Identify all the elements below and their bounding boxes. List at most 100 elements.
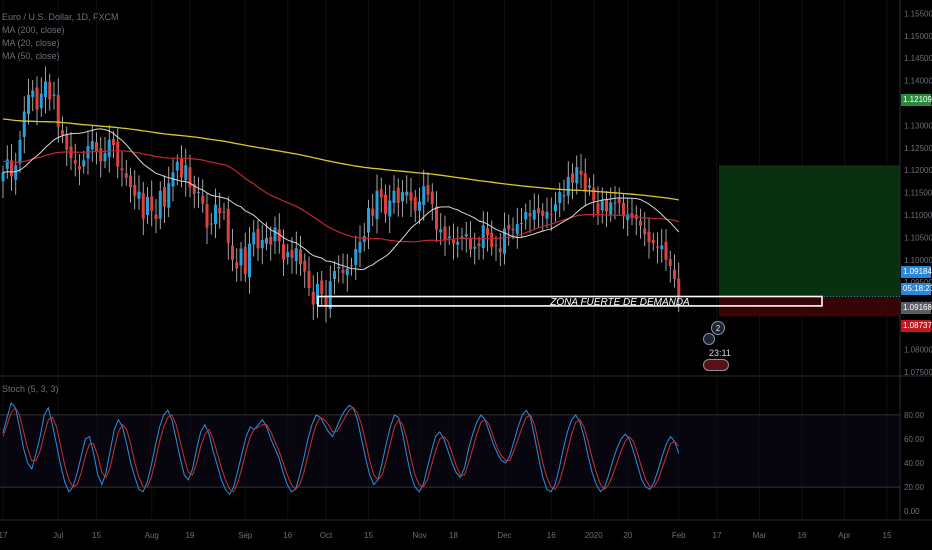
candle[interactable] (120, 168, 124, 171)
candle[interactable] (494, 244, 498, 246)
candle[interactable] (668, 259, 672, 267)
candle[interactable] (277, 229, 281, 242)
candle[interactable] (477, 243, 481, 247)
candle[interactable] (303, 260, 307, 272)
us-flag-icon[interactable] (703, 359, 729, 371)
candle[interactable] (197, 192, 200, 194)
candle[interactable] (39, 93, 43, 109)
candle[interactable] (579, 170, 583, 175)
candle[interactable] (486, 228, 489, 236)
candle[interactable] (528, 212, 532, 217)
candle[interactable] (324, 295, 328, 306)
candle[interactable] (430, 191, 434, 205)
candle[interactable] (107, 139, 111, 157)
candle[interactable] (141, 193, 145, 219)
candle[interactable] (35, 87, 39, 110)
candle[interactable] (341, 269, 345, 274)
candle[interactable] (447, 236, 451, 239)
candle[interactable] (311, 291, 315, 305)
candle[interactable] (260, 240, 264, 249)
candle[interactable] (265, 237, 268, 244)
demand-zone[interactable]: ZONA FUERTE DE DEMANDA (317, 295, 823, 309)
candle[interactable] (150, 196, 154, 211)
candle[interactable] (286, 252, 290, 258)
candle[interactable] (137, 191, 141, 199)
candle[interactable] (116, 141, 120, 167)
candle[interactable] (248, 243, 251, 278)
candle[interactable] (273, 227, 277, 242)
candle[interactable] (622, 202, 625, 217)
candle[interactable] (549, 213, 553, 215)
candle[interactable] (158, 190, 162, 219)
candle[interactable] (413, 197, 417, 211)
candle[interactable] (566, 176, 570, 196)
candle[interactable] (90, 141, 94, 150)
candle[interactable] (626, 214, 630, 220)
candle[interactable] (617, 198, 621, 203)
candle[interactable] (643, 228, 647, 235)
candle[interactable] (320, 280, 324, 295)
candle[interactable] (384, 194, 387, 215)
candle[interactable] (422, 186, 426, 206)
candle[interactable] (337, 266, 341, 269)
candle[interactable] (443, 226, 447, 241)
candle[interactable] (1, 172, 5, 182)
candle[interactable] (367, 207, 370, 233)
candle[interactable] (613, 202, 617, 204)
candle[interactable] (651, 240, 655, 244)
candle[interactable] (507, 225, 511, 230)
candle[interactable] (562, 195, 566, 197)
candle[interactable] (660, 245, 664, 250)
candle[interactable] (345, 268, 349, 276)
candle[interactable] (52, 94, 56, 96)
candle[interactable] (48, 82, 52, 100)
candle[interactable] (14, 165, 18, 180)
candle[interactable] (231, 245, 234, 260)
candle[interactable] (532, 210, 536, 220)
candle[interactable] (609, 202, 613, 215)
candle[interactable] (192, 184, 196, 194)
candle[interactable] (600, 200, 604, 211)
candle[interactable] (583, 173, 587, 191)
candle[interactable] (575, 167, 579, 184)
candle[interactable] (498, 248, 502, 253)
candle[interactable] (605, 198, 608, 212)
candle[interactable] (592, 187, 596, 201)
candle[interactable] (154, 214, 158, 220)
candle[interactable] (22, 111, 26, 137)
candle[interactable] (405, 191, 409, 196)
legend-ma50[interactable]: MA (50, close) (2, 51, 60, 61)
candle[interactable] (82, 160, 86, 167)
candle[interactable] (10, 160, 13, 177)
candle[interactable] (163, 187, 166, 207)
candle[interactable] (541, 210, 545, 216)
candle[interactable] (481, 225, 485, 248)
candle[interactable] (588, 185, 591, 188)
candle[interactable] (95, 142, 98, 152)
candle[interactable] (205, 204, 209, 228)
candle[interactable] (456, 241, 460, 245)
candle[interactable] (490, 232, 494, 248)
candle[interactable] (358, 241, 362, 253)
candle[interactable] (184, 165, 188, 181)
candle[interactable] (524, 211, 528, 220)
candle[interactable] (469, 237, 472, 250)
candle[interactable] (209, 223, 213, 225)
demand-zone-box[interactable] (317, 295, 823, 307)
candle[interactable] (545, 211, 549, 219)
candle[interactable] (328, 281, 332, 310)
candle[interactable] (375, 190, 379, 220)
candle[interactable] (243, 246, 247, 275)
candle[interactable] (188, 167, 192, 188)
candle[interactable] (307, 270, 311, 289)
candle[interactable] (269, 236, 273, 245)
candle[interactable] (571, 173, 574, 183)
candle[interactable] (409, 192, 413, 201)
candle[interactable] (452, 239, 455, 244)
candle[interactable] (56, 94, 60, 127)
candle[interactable] (639, 220, 642, 226)
legend-ma20[interactable]: MA (20, close) (2, 38, 60, 48)
candle[interactable] (167, 183, 171, 208)
candle[interactable] (401, 192, 404, 202)
